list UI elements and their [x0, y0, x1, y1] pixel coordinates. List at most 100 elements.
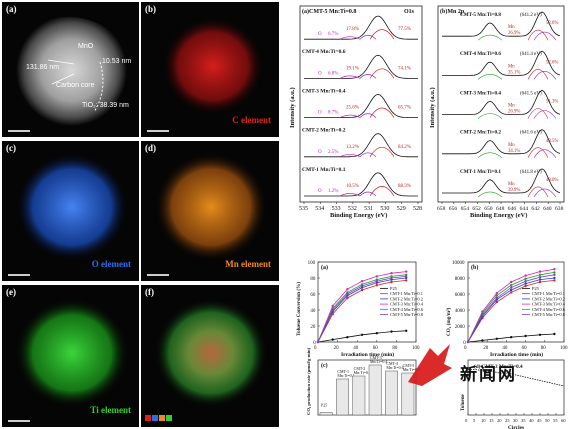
o1s-ol-value: 88.3%: [398, 184, 411, 189]
co2-chart-data-point: [524, 284, 527, 288]
conversion-chart-data-point: [405, 329, 408, 332]
scale-bar: [147, 274, 169, 276]
mn2p-species-a-value: 26.9%: [508, 110, 520, 115]
mn2p-species-a-value: 39.9%: [508, 188, 520, 193]
mn2p-ev-label: (641.5 eV): [520, 91, 542, 96]
mn2p-xtick-label: 656: [449, 206, 458, 212]
co2-chart-ytick-label: 10000: [452, 261, 465, 266]
cycle-xtick-label: 35: [521, 418, 526, 423]
mn2p-component-purple: [533, 188, 557, 198]
conversion-chart-label: (a): [321, 264, 328, 271]
carbon-core-label: Carbon core: [56, 82, 95, 89]
o1s-ol-value: 74.1%: [398, 66, 411, 71]
co2-chart-data-point: [538, 278, 542, 281]
conversion-chart-data-point: [360, 333, 364, 336]
o1s-xtick-label: 533: [332, 206, 341, 212]
o1s-ol-value: 65.7%: [398, 106, 411, 111]
o1s-component-ol: [369, 68, 395, 79]
o1s-xtick-label: 529: [397, 206, 406, 212]
co2-chart-data-point: [553, 279, 556, 282]
co2-chart-data-point: [553, 268, 556, 271]
mn2p-component-red: [527, 69, 549, 80]
conversion-chart-data-point: [346, 296, 349, 300]
o-element-label: O element: [91, 259, 131, 269]
mn2p-title: (b)Mn 2p: [440, 8, 465, 15]
mn2p-xtick-label: 638: [555, 206, 564, 212]
co2-chart-data-point: [538, 276, 542, 279]
core-size-label: 131.86 nm: [26, 64, 60, 71]
mn2p-sample-label: CMT-5 Mn:Ti=0.8: [460, 12, 501, 18]
conversion-chart-legend-entry: CMT-1 Mn:Ti=0.1: [390, 291, 423, 296]
mn2p-sample-label: CMT-3 Mn:Ti=0.4: [460, 90, 501, 96]
conversion-chart-data-point: [346, 292, 349, 296]
xps-figure: (a)CMT-5 Mn:Ti=0.8 O1s O 6.7% 17.8% 77.5% CMT-…: [289, 5, 565, 219]
co2-chart-data-point: [510, 286, 513, 289]
cycle-chart-frame: [467, 359, 565, 416]
c-element-label: C element: [232, 115, 271, 125]
mn2p-species-b-value: 51.3%: [546, 100, 558, 105]
conversion-chart-ytick-label: 0: [313, 341, 316, 346]
scale-bar: [8, 420, 30, 422]
co2-chart-xtick-label: 60: [522, 346, 528, 351]
conversion-chart-data-point: [360, 284, 364, 288]
o1s-component-oc: [359, 34, 377, 40]
rate-bar-label: CMT-4: [386, 361, 398, 366]
o1s-ov-value: 6.7%: [328, 32, 338, 37]
o1s-ov-symbol: O: [318, 111, 322, 116]
conversion-chart-data-point: [360, 280, 364, 283]
co2-chart-data-point: [510, 288, 513, 292]
co2-chart-legend-entry: CMT-3 Mn:Ti=0.4: [532, 302, 566, 307]
conversion-chart-xlabel: Irradiation time (min): [341, 351, 394, 358]
co2-chart-data-point: [495, 294, 498, 297]
co2-chart-data-point: [553, 276, 556, 280]
o1s-ov-value: 6.8%: [328, 71, 338, 76]
rate-bar-label: CMT-1: [337, 369, 349, 374]
co2-chart-data-point: [524, 334, 527, 338]
mn2p-sample-label: CMT-4 Mn:Ti=0.6: [460, 51, 501, 57]
co2-chart-data-point: [510, 280, 513, 284]
watermark-text: 新闻网: [460, 365, 517, 385]
conversion-chart-xtick-label: 20: [334, 346, 340, 351]
rate-bar-label: Mn:Ti=0.4: [370, 359, 387, 364]
mn2p-xtick-label: 644: [520, 206, 529, 212]
tio2-label: TiO₂: 38.39 nm: [82, 102, 129, 109]
co2-chart-legend-entry: P25: [532, 286, 540, 291]
o-element-map: [16, 153, 128, 261]
tem-image: [16, 17, 128, 129]
conversion-chart-xtick-label: 80: [392, 346, 398, 351]
mn2p-xtick-label: 650: [484, 206, 493, 212]
mn2p-species-symbol: Mn: [508, 182, 515, 187]
co2-chart-ytick-label: 0: [463, 341, 466, 346]
panel-label-c: (c): [6, 143, 16, 153]
scale-bar: [147, 130, 169, 132]
o1s-sample-label: CMT-1 Mn:Ti=0.1: [302, 167, 346, 173]
cycle-xtick-label: 0: [465, 418, 468, 423]
conversion-chart-data-point: [390, 272, 393, 275]
o1s-component-oc: [359, 113, 377, 118]
mn2p-component-green: [477, 152, 503, 159]
rate-bar: [336, 378, 349, 416]
mn2p-envelope-line: [442, 50, 561, 76]
conversion-chart-ylabel: Toluene Conversion (%): [295, 282, 302, 336]
o1s-xtick-label: 528: [413, 206, 422, 212]
co2-chart-data-point: [495, 337, 498, 340]
c-element-map: [163, 18, 263, 114]
o1s-oc-value: 10.5%: [346, 184, 359, 189]
conversion-chart-xtick-label: 60: [373, 346, 379, 351]
conversion-chart-data-point: [405, 270, 408, 273]
mn2p-component-purple: [533, 149, 557, 158]
o1s-xtick-label: 531: [364, 206, 373, 212]
red-arrow-icon: [408, 344, 452, 386]
co2-chart-xtick-label: 40: [502, 346, 508, 351]
co2-chart-data-point: [538, 270, 542, 273]
o1s-ov-symbol: O: [318, 32, 322, 37]
o1s-ov-value: 8.7%: [328, 111, 338, 116]
co2-chart-ytick-label: 8000: [455, 277, 466, 282]
rate-bar-label: Mn:Ti=0.1: [337, 373, 354, 378]
o1s-ov-symbol: O: [318, 189, 322, 194]
cycle-xtick-label: 60: [561, 418, 566, 423]
co2-chart-xtick-label: 0: [464, 346, 467, 351]
mn2p-xlabel: Binding Energy (eV): [470, 212, 527, 219]
cycle-xtick-label: 25: [505, 418, 510, 423]
o1s-component-ol: [369, 107, 395, 118]
